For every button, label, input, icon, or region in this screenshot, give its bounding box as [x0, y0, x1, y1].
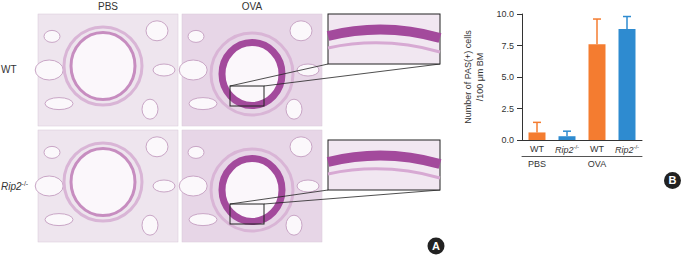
html-text:OVA: OVA — [241, 1, 263, 12]
svg-text:0.0: 0.0 — [501, 135, 514, 145]
html-text:PBS: PBS — [98, 1, 118, 12]
svg-text:Rip2: Rip2 — [555, 145, 574, 155]
svg-text:OVA: OVA — [588, 159, 606, 169]
svg-text:-/-: -/- — [633, 144, 639, 150]
svg-text:A: A — [432, 240, 440, 252]
svg-text:WT: WT — [590, 144, 604, 154]
svg-text:PBS: PBS — [528, 159, 546, 169]
html-text:B: B — [668, 174, 677, 186]
svg-text:/100 μm BM: /100 μm BM — [475, 53, 485, 102]
svg-text:10.0: 10.0 — [496, 9, 514, 19]
html-text:WT: WT — [1, 64, 17, 75]
svg-text:Rip2: Rip2 — [615, 145, 634, 155]
svg-text:2.5: 2.5 — [501, 104, 514, 114]
html-text:Rip2-/-: Rip2-/- — [1, 180, 29, 193]
svg-text:WT: WT — [530, 144, 544, 154]
svg-text:Number of PAS(+) cells: Number of PAS(+) cells — [463, 30, 473, 124]
svg-text:7.5: 7.5 — [501, 41, 514, 51]
svg-text:-/-: -/- — [573, 144, 579, 150]
svg-text:5.0: 5.0 — [501, 72, 514, 82]
